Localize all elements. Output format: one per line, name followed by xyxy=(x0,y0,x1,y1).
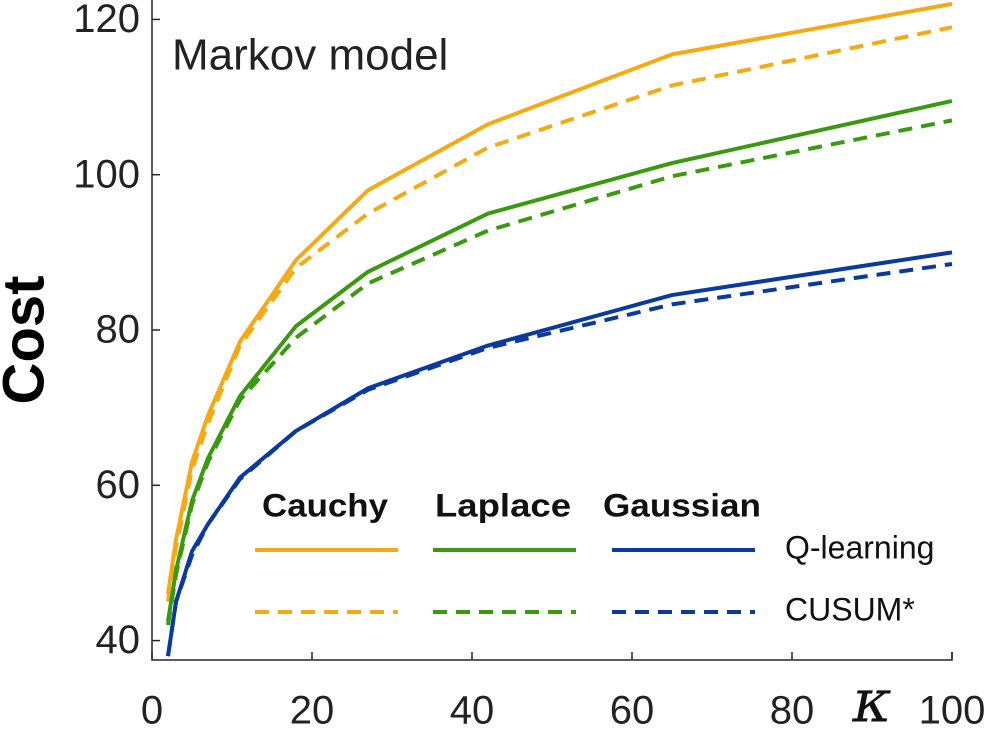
legend-row-label: Q-learning xyxy=(785,529,934,565)
y-tick-label: 100 xyxy=(73,152,140,196)
legend-column-label: Cauchy xyxy=(262,487,388,523)
legend-column-label: Gaussian xyxy=(603,487,761,523)
x-axis-label: κ xyxy=(851,667,891,735)
legend-row-label: CUSUM* xyxy=(785,591,915,627)
x-tick-label: 0 xyxy=(141,689,163,733)
y-axis-label: Cost xyxy=(0,276,56,405)
y-tick-label: 60 xyxy=(96,463,141,507)
y-tick-label: 80 xyxy=(96,308,141,352)
x-tick-label: 20 xyxy=(290,689,335,733)
y-tick-label: 120 xyxy=(73,0,140,41)
x-tick-label: 40 xyxy=(450,689,495,733)
y-tick-label: 40 xyxy=(96,618,141,662)
chart-title: Markov model xyxy=(172,31,448,80)
series-line xyxy=(166,262,953,657)
x-tick-label: 60 xyxy=(610,689,655,733)
series-line xyxy=(166,118,953,626)
x-tick-label: 100 xyxy=(919,689,986,733)
series-line xyxy=(166,25,953,603)
series-line xyxy=(166,98,953,622)
x-tick-label: 80 xyxy=(770,689,815,733)
legend-column-label: Laplace xyxy=(435,487,571,523)
